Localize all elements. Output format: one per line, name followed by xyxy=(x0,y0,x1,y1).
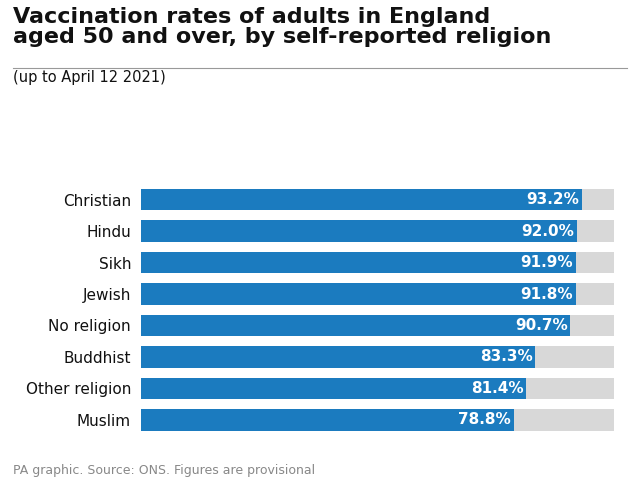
Text: aged 50 and over, by self-reported religion: aged 50 and over, by self-reported relig… xyxy=(13,27,551,46)
Bar xyxy=(141,409,614,431)
Text: 92.0%: 92.0% xyxy=(521,224,573,239)
Bar xyxy=(141,378,526,399)
Bar xyxy=(141,189,614,211)
Text: 83.3%: 83.3% xyxy=(480,349,532,364)
Bar xyxy=(141,189,582,211)
Bar xyxy=(141,220,577,242)
Bar xyxy=(141,315,570,336)
Text: 90.7%: 90.7% xyxy=(515,318,568,333)
Bar xyxy=(141,283,614,305)
Bar xyxy=(141,378,614,399)
Text: 93.2%: 93.2% xyxy=(527,192,579,207)
Bar xyxy=(141,252,614,273)
Bar xyxy=(141,252,576,273)
Bar xyxy=(141,346,535,368)
Bar xyxy=(141,346,614,368)
Text: 91.8%: 91.8% xyxy=(520,287,573,302)
Text: 91.9%: 91.9% xyxy=(520,255,573,270)
Text: Vaccination rates of adults in England: Vaccination rates of adults in England xyxy=(13,7,490,27)
Bar xyxy=(141,220,614,242)
Text: (up to April 12 2021): (up to April 12 2021) xyxy=(13,70,166,85)
Bar xyxy=(141,283,575,305)
Bar xyxy=(141,315,614,336)
Text: 78.8%: 78.8% xyxy=(458,412,511,427)
Text: PA graphic. Source: ONS. Figures are provisional: PA graphic. Source: ONS. Figures are pro… xyxy=(13,464,315,477)
Bar xyxy=(141,409,514,431)
Text: 81.4%: 81.4% xyxy=(471,381,524,396)
